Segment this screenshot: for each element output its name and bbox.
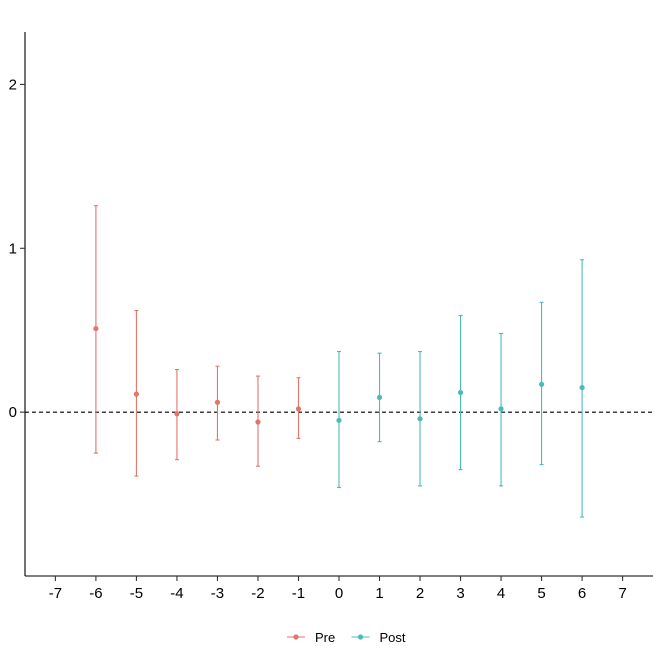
- plot-area: [25, 205, 653, 518]
- point-pre-0: [93, 325, 99, 332]
- x-tick-label: -4: [170, 585, 183, 602]
- point-pre-1: [133, 391, 140, 397]
- legend-item-post: Post: [351, 630, 406, 645]
- x-tick-label: -1: [292, 585, 305, 602]
- x-tick-label: -7: [49, 585, 62, 602]
- legend: Pre Post: [287, 630, 406, 645]
- point-post-6: [579, 384, 585, 391]
- legend-label-post: Post: [380, 630, 406, 645]
- x-tick-label: 6: [578, 585, 586, 602]
- legend-item-pre: Pre: [287, 630, 335, 645]
- point-post-2: [417, 416, 423, 422]
- x-tick-label: 0: [335, 585, 343, 602]
- point-pre-5: [295, 406, 302, 412]
- legend-key-point: [293, 634, 299, 640]
- x-tick-label: 5: [537, 585, 545, 602]
- x-tick-label: -2: [251, 585, 264, 602]
- axes: -7 -6 -5 -4 -3 -2 -1 0 1 2 3 4 5 6 7 0 1 2: [9, 32, 653, 602]
- x-tick-label: 4: [497, 585, 505, 602]
- point-pre-4: [255, 419, 261, 425]
- point-pre-2: [174, 411, 180, 417]
- y-tick-label: 2: [9, 76, 17, 93]
- point-post-5: [538, 381, 545, 387]
- point-post-3: [457, 389, 464, 396]
- point-post-0: [336, 417, 342, 423]
- point-post-1: [376, 394, 383, 400]
- y-tick-label: 1: [9, 240, 17, 257]
- x-tick-label: 3: [456, 585, 464, 602]
- legend-label-pre: Pre: [315, 630, 335, 645]
- x-tick-label: -6: [89, 585, 102, 602]
- legend-key-point: [357, 634, 364, 640]
- point-post-4: [498, 406, 504, 412]
- y-tick-label: 0: [9, 404, 17, 421]
- x-tick-label: -3: [211, 585, 224, 602]
- point-pre-3: [214, 399, 221, 405]
- x-tick-label: -5: [130, 585, 143, 602]
- x-tick-label: 2: [416, 585, 424, 602]
- x-tick-label: 1: [375, 585, 383, 602]
- x-tick-label: 7: [618, 585, 626, 602]
